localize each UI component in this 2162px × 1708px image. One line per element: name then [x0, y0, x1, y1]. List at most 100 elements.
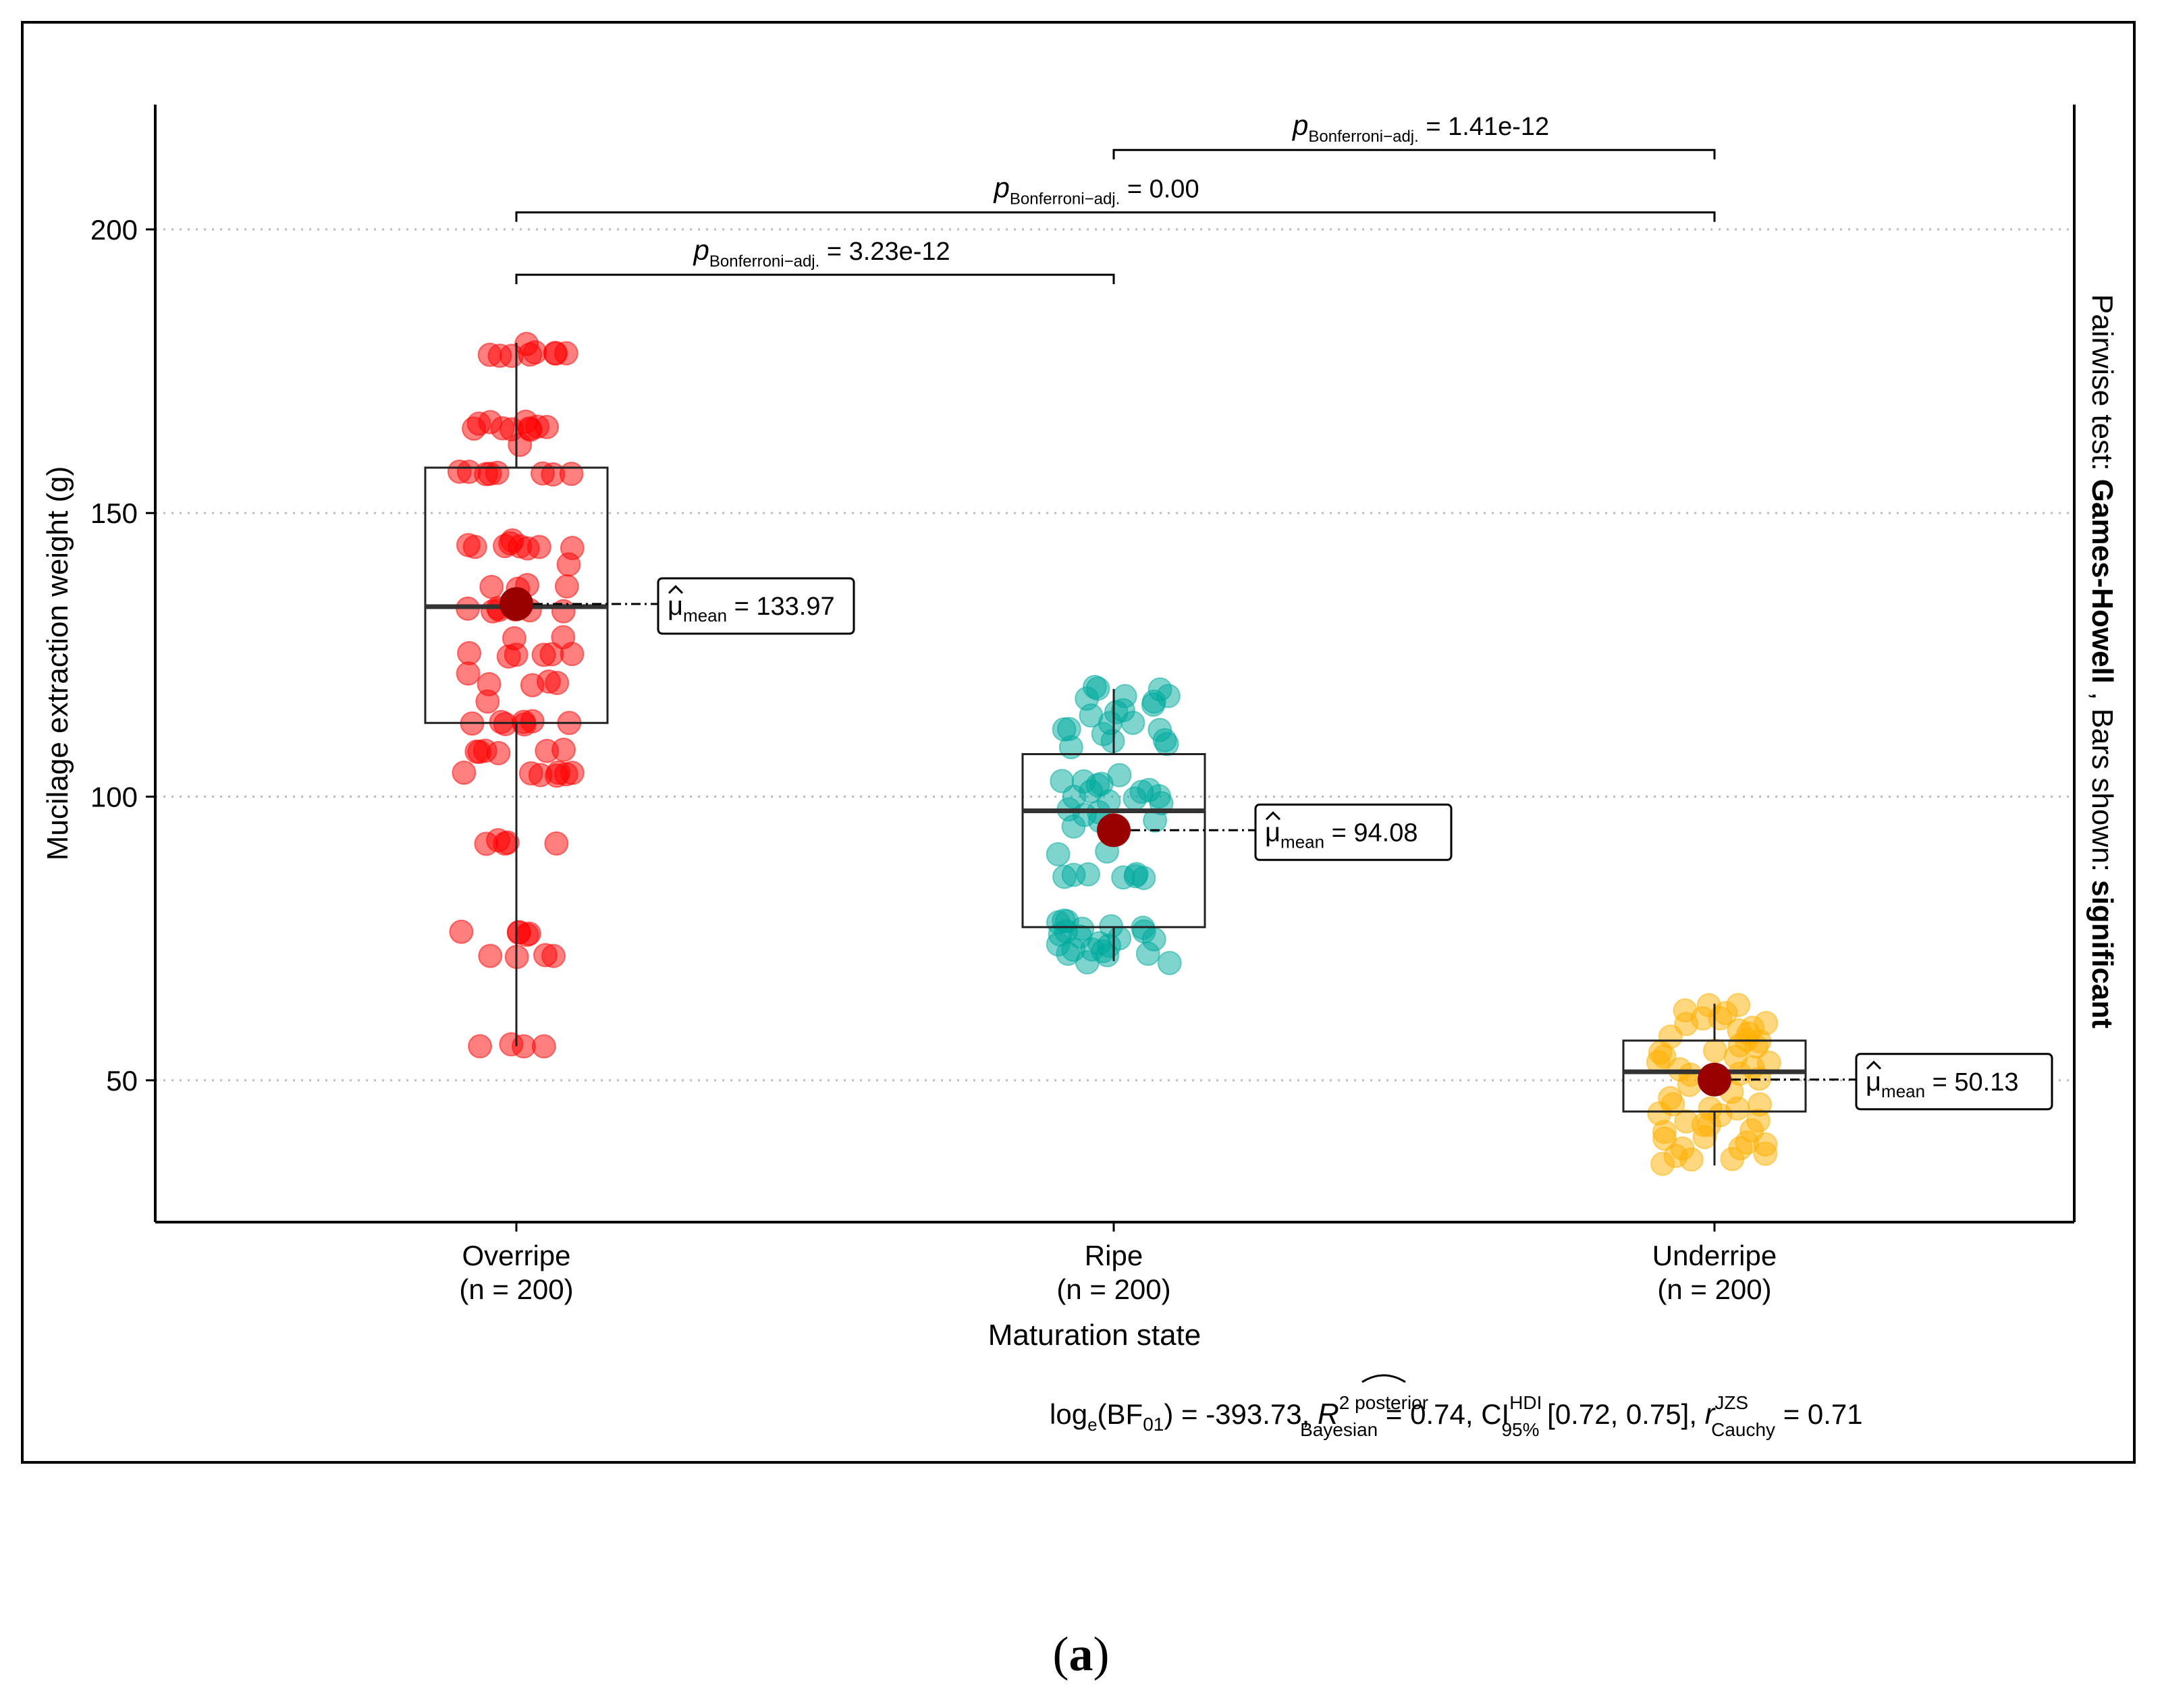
bayes-ci-val: [0.72, 0.75], [1539, 1398, 1704, 1430]
data-point [1052, 864, 1077, 889]
box [1622, 1039, 1807, 1113]
bayes-bf: (BF [1098, 1398, 1143, 1430]
mean-subscript: mean [683, 605, 727, 626]
p-value: = 3.23e-12 [819, 238, 950, 266]
group-underripe: μmean = 50.13 [1622, 993, 2053, 1176]
y-tick-label-150: 150 [90, 497, 138, 529]
data-point [533, 943, 558, 968]
mean-symbol: μ [668, 591, 683, 621]
data-point [545, 671, 570, 696]
mean-value: = 94.08 [1324, 819, 1417, 847]
data-point [457, 640, 482, 665]
bayes-r-val: = 0.74, [1378, 1398, 1481, 1430]
data-point [1754, 1011, 1779, 1036]
data-point [554, 574, 579, 599]
data-point [551, 625, 576, 650]
comparison-bracket-2: pBonferroni−adj. = 1.41e-12 [1112, 109, 1716, 160]
data-point [1674, 1109, 1699, 1134]
x-tick-label-overripe: Overripe [462, 1240, 570, 1271]
data-point [513, 409, 538, 434]
bayes-rc-val: = 0.71 [1775, 1398, 1863, 1430]
mean-symbol: μ [1866, 1067, 1881, 1097]
x-tick-label-underripe: Underripe [1652, 1240, 1777, 1271]
data-point [1071, 769, 1096, 794]
data-point [452, 760, 477, 785]
x-tick-n-ripe: (n = 200) [1056, 1273, 1170, 1305]
group-ripe: μmean = 94.08 [1021, 674, 1453, 975]
data-point [1673, 998, 1698, 1023]
y-tick-label-50: 50 [106, 1065, 138, 1097]
right-label-bars: significant [2086, 880, 2119, 1028]
data-point [543, 341, 568, 366]
data-point [1129, 779, 1154, 804]
comparison-bracket-1: pBonferroni−adj. = 0.00 [515, 172, 1716, 222]
caption-open: ( [1052, 1627, 1069, 1681]
mean-label-box [1254, 803, 1453, 861]
data-point [449, 919, 474, 944]
bracket-label: pBonferroni−adj. = 0.00 [993, 172, 1199, 209]
data-point [478, 410, 503, 435]
mean-point [499, 586, 533, 621]
data-point [1123, 864, 1148, 889]
box [1021, 752, 1206, 929]
bracket-line [515, 211, 1716, 222]
data-point [559, 462, 584, 487]
y-tick-label-200: 200 [90, 214, 138, 246]
bayes-rc-sub: Cauchy [1711, 1419, 1775, 1440]
x-tick-n-overripe: (n = 200) [459, 1273, 573, 1305]
data-point [520, 673, 545, 698]
data-point [1112, 684, 1137, 709]
mean-label-box [1855, 1053, 2053, 1111]
p-symbol: p [693, 234, 709, 266]
bayes-log: log [1050, 1398, 1087, 1430]
p-symbol: p [1291, 109, 1308, 141]
bayes-bf-sub: 01 [1143, 1414, 1164, 1435]
data-point [531, 642, 556, 667]
data-point [520, 709, 545, 734]
mean-point [1097, 813, 1131, 848]
data-point [551, 737, 576, 762]
p-subscript: Bonferroni−adj. [1308, 128, 1418, 146]
mean-hat [1265, 811, 1281, 821]
p-symbol: p [993, 172, 1010, 204]
y-axis-label: Mucilage extraction weight (g) [41, 466, 74, 860]
data-point [1658, 1086, 1683, 1111]
bayes-r: R [1318, 1398, 1339, 1431]
p-value: = 0.00 [1120, 175, 1199, 204]
bayes-ci-sup: HDI [1509, 1392, 1542, 1413]
data-point [1658, 1024, 1683, 1049]
bayes-r-sub: Bayesian [1300, 1419, 1378, 1440]
bracket-label: pBonferroni−adj. = 1.41e-12 [1291, 109, 1549, 146]
figure-frame [21, 21, 2136, 1464]
mean-label: μmean = 94.08 [1265, 817, 1418, 852]
data-point [1056, 717, 1081, 742]
data-point [1748, 1092, 1773, 1117]
data-point [456, 460, 481, 485]
data-point [1147, 677, 1172, 702]
data-point [477, 671, 502, 696]
data-point [478, 943, 503, 968]
data-point [477, 462, 502, 487]
data-point [1667, 1057, 1692, 1082]
data-point [553, 762, 578, 787]
data-point [1147, 717, 1172, 742]
mean-hat [668, 584, 684, 595]
mean-label-box [657, 577, 855, 635]
data-point [1082, 674, 1107, 699]
x-tick-label-ripe: Ripe [1085, 1240, 1143, 1271]
data-point [486, 741, 511, 766]
data-point [456, 661, 481, 686]
mean-hat [1866, 1060, 1882, 1070]
data-point [499, 528, 524, 553]
box [424, 466, 609, 724]
bayes-r-sup: 2 posterior [1339, 1392, 1428, 1413]
data-point [1727, 1018, 1752, 1043]
data-point [1107, 763, 1132, 788]
comparison-bracket-0: pBonferroni−adj. = 3.23e-12 [515, 234, 1115, 285]
bayes-rc-sup: JZS [1714, 1392, 1748, 1413]
data-point [456, 532, 481, 557]
mean-value: = 133.97 [727, 593, 835, 621]
mean-label: μmean = 133.97 [668, 591, 835, 626]
mean-point [1698, 1062, 1731, 1097]
